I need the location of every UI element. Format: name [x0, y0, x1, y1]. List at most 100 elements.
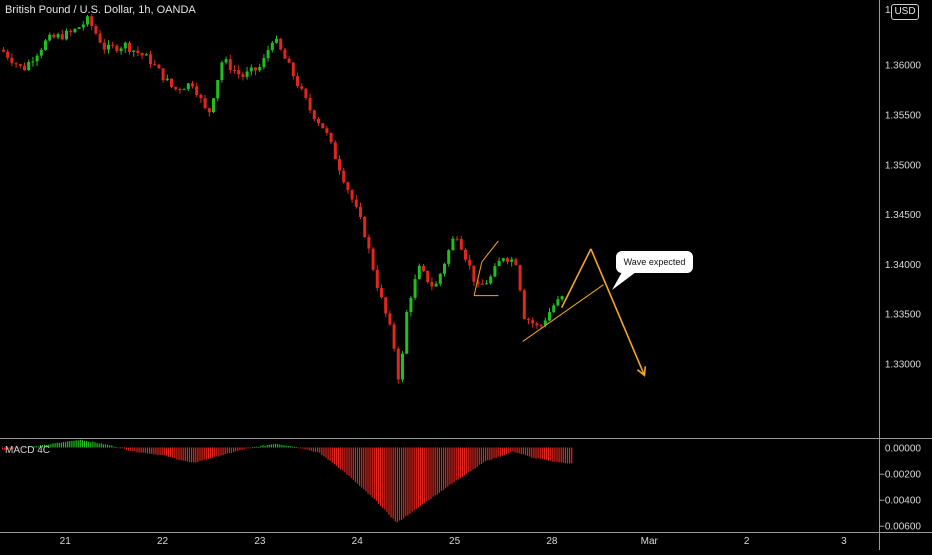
macd-bar: [464, 447, 466, 476]
macd-bar: [27, 447, 29, 449]
candle-body: [472, 265, 476, 282]
candle-body: [531, 320, 535, 324]
candle-body: [258, 67, 262, 71]
macd-bar: [428, 447, 430, 501]
macd-bar: [340, 447, 342, 470]
macd-bar: [369, 447, 371, 496]
candle-body: [543, 320, 547, 326]
candle-body: [342, 170, 346, 183]
macd-bar: [258, 446, 260, 448]
macd-bar: [373, 447, 375, 500]
candle-body: [380, 287, 383, 298]
candle-body: [317, 118, 320, 124]
macd-bar: [422, 447, 424, 505]
macd-bar: [384, 447, 386, 510]
macd-bar: [312, 447, 314, 452]
macd-bar: [73, 440, 75, 448]
candle-body: [325, 128, 329, 133]
macd-bar: [424, 447, 426, 504]
macd-bar: [283, 445, 285, 448]
wave-up-line[interactable]: [560, 248, 592, 308]
macd-bar: [552, 447, 554, 462]
macd-bar: [117, 447, 119, 449]
macd-bar: [550, 447, 552, 461]
macd-bar: [319, 447, 321, 453]
macd-indicator-label[interactable]: MACD 4C: [5, 445, 51, 456]
macd-bar: [350, 447, 352, 478]
flag-top-line[interactable]: [481, 240, 499, 263]
candle-body: [73, 28, 77, 33]
macd-bar: [88, 441, 90, 448]
macd-bar: [558, 447, 560, 463]
support-trendline[interactable]: [522, 284, 604, 342]
candle-body: [283, 49, 287, 59]
macd-bar: [119, 447, 121, 449]
macd-bar: [199, 447, 201, 461]
macd-bar: [109, 445, 111, 448]
candle-body: [321, 123, 325, 129]
candle-body: [132, 50, 136, 52]
candle-body: [375, 269, 379, 288]
macd-bar: [335, 447, 338, 466]
macd-bar: [83, 440, 86, 448]
time-tick-label: 24: [352, 536, 364, 547]
macd-bar: [180, 447, 182, 461]
macd-bar: [58, 442, 60, 448]
time-tick-label: 23: [254, 536, 266, 547]
macd-bar: [44, 444, 46, 448]
candle-body: [401, 353, 404, 380]
macd-bar: [329, 447, 331, 461]
macd-bar: [411, 447, 413, 512]
candle-body: [224, 59, 228, 63]
macd-bar: [377, 447, 380, 504]
macd-bar: [493, 447, 495, 458]
macd-bar: [562, 447, 564, 463]
macd-bar: [71, 440, 73, 448]
macd-bar: [518, 447, 520, 454]
macd-bar: [8, 447, 10, 450]
candle-body: [485, 283, 488, 285]
macd-bar: [527, 447, 529, 456]
macd-bar: [144, 447, 146, 453]
macd-bar: [104, 444, 107, 448]
macd-bar: [201, 447, 203, 461]
macd-bar: [279, 444, 281, 448]
macd-bar: [235, 447, 237, 452]
wave-down-line[interactable]: [590, 248, 646, 376]
macd-bar: [302, 447, 304, 449]
candle-body: [56, 34, 60, 38]
macd-bar: [382, 447, 384, 508]
macd-bar: [545, 447, 548, 460]
time-tick-label: 3: [841, 536, 847, 547]
candle-body: [346, 182, 350, 191]
candle-body: [480, 283, 484, 285]
macd-bar: [480, 447, 482, 464]
candle-body: [14, 63, 18, 65]
macd-bar: [153, 447, 155, 455]
macd-bar: [447, 447, 449, 487]
macd-bar: [6, 447, 8, 450]
candle-body: [359, 206, 362, 218]
candle-body: [27, 62, 31, 71]
macd-tick-label: −0.00400: [879, 496, 921, 507]
wave-expected-callout[interactable]: Wave expected: [616, 251, 693, 273]
currency-badge[interactable]: USD: [891, 4, 919, 20]
candle-body: [514, 259, 518, 266]
macd-bar: [415, 447, 417, 509]
macd-bar: [560, 447, 562, 463]
macd-bar: [472, 447, 474, 470]
macd-bar: [50, 444, 52, 448]
macd-bar: [39, 445, 41, 448]
candle-body: [60, 34, 64, 40]
candle-body: [23, 65, 26, 71]
flag-left-line[interactable]: [473, 261, 483, 296]
macd-bar: [20, 447, 23, 449]
time-tick-label: 25: [449, 536, 461, 547]
candle-body: [430, 282, 434, 287]
candle-body: [165, 78, 169, 81]
macd-bar: [363, 447, 365, 490]
candle-body: [157, 64, 161, 69]
macd-bar: [407, 447, 409, 516]
